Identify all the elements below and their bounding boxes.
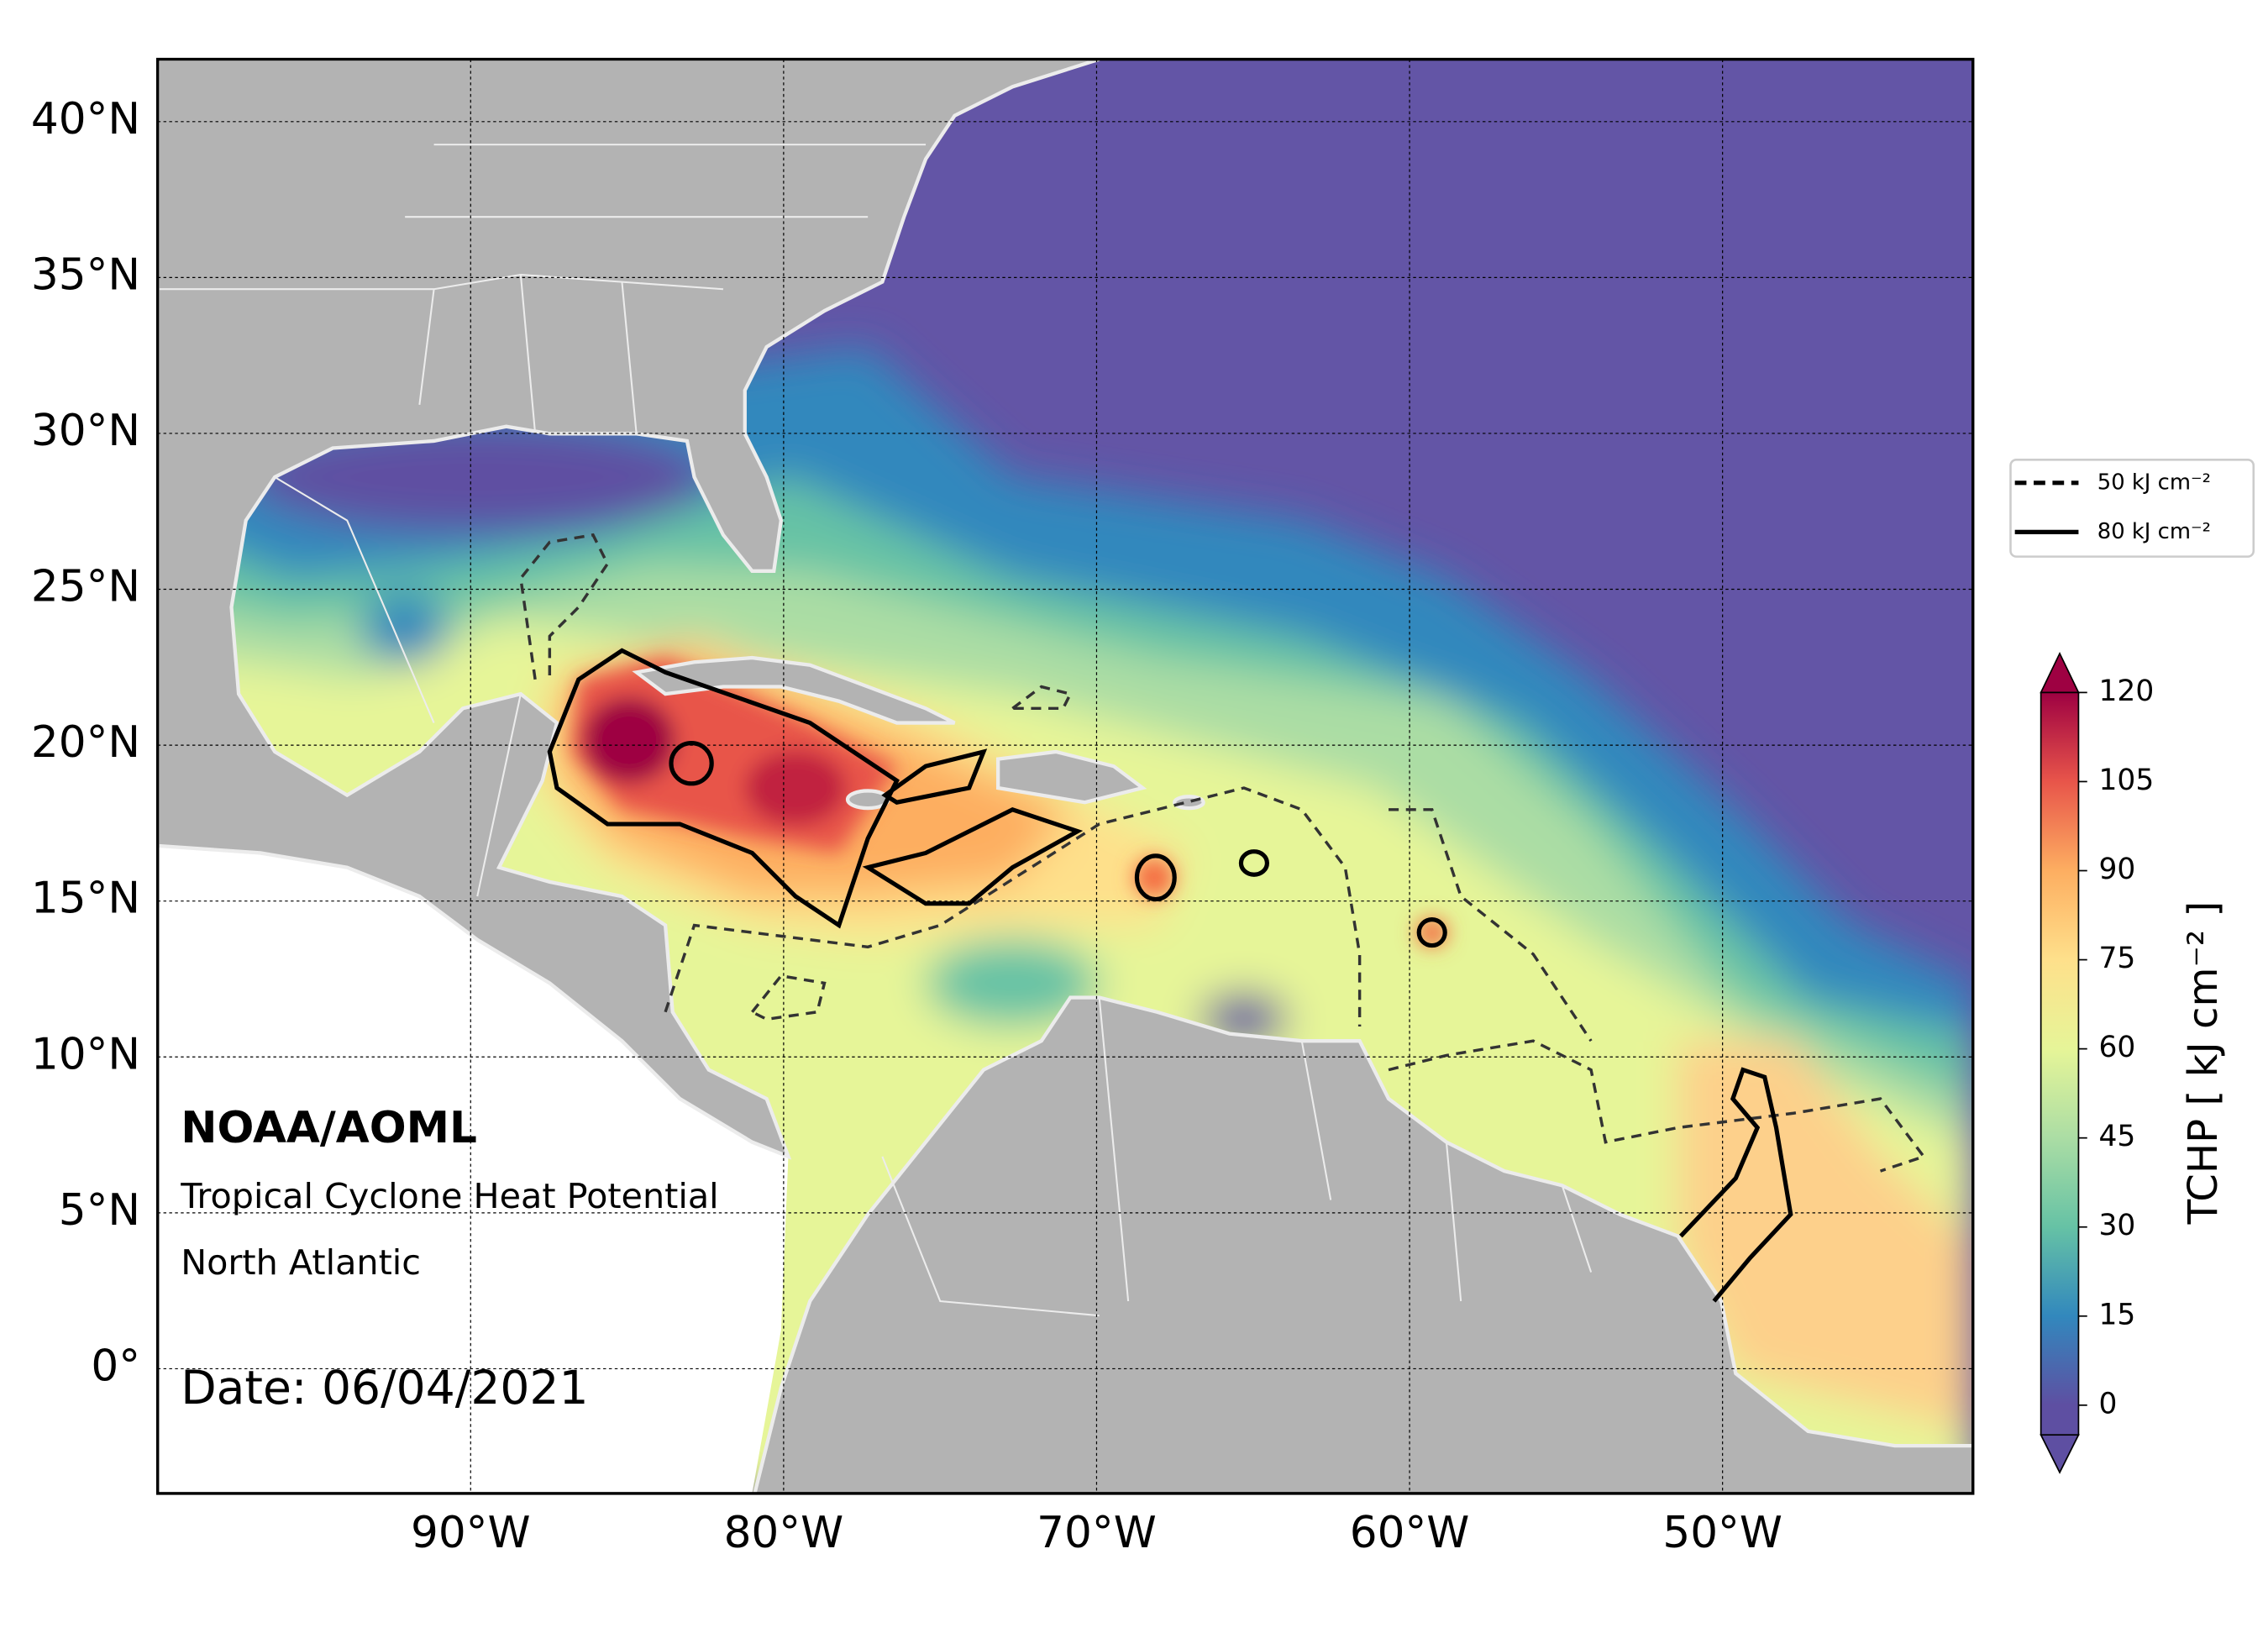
graticule (157, 59, 1973, 1494)
y-tick-label: 35°N (31, 249, 140, 300)
colorbar-tick-label: 15 (2099, 1298, 2136, 1331)
extend-top (2040, 651, 2080, 694)
y-tick-label: 30°N (31, 406, 140, 456)
legend: 50 kJ cm⁻² 80 kJ cm⁻² (2009, 459, 2255, 558)
colorbar-tick-label: 45 (2099, 1120, 2136, 1153)
borders (157, 144, 1593, 1317)
colorbar-tick-label: 90 (2099, 853, 2136, 886)
legend-label: 50 kJ cm⁻² (2097, 470, 2211, 495)
colorbar-tick-label: 75 (2099, 942, 2136, 975)
y-tick-label: 25°N (31, 562, 140, 612)
legend-label: 80 kJ cm⁻² (2097, 519, 2211, 544)
colorbar-body (2040, 691, 2080, 1436)
heat-core (571, 658, 1448, 948)
y-tick-label: 20°N (31, 717, 140, 768)
y-tick-label: 10°N (31, 1029, 140, 1079)
map-body (157, 59, 1973, 1494)
y-tick-label: 5°N (59, 1185, 140, 1236)
product-name: Tropical Cyclone Heat Potential (180, 1176, 718, 1216)
colorbar-tick-label: 30 (2099, 1209, 2136, 1242)
colorbar-tick-label: 0 (2099, 1387, 2118, 1420)
x-tick-label: 70°W (1037, 1508, 1157, 1558)
colorbar-tick-label: 60 (2099, 1031, 2136, 1064)
contour-80 (547, 648, 1793, 1303)
date: Date: 06/04/2021 (181, 1361, 588, 1415)
y-tick-label: 40°N (31, 94, 140, 144)
colorbar-tick-label: 105 (2099, 764, 2155, 797)
axis-ticks: 90°W 80°W 70°W 60°W 50°W 0° 5°N 10°N 15°N 20°N 25°… (31, 94, 1782, 1558)
map-frame (155, 57, 1975, 1495)
y-tick-label: 15°N (31, 874, 140, 924)
land (157, 59, 1973, 1494)
x-tick-label: 50°W (1662, 1508, 1782, 1558)
region-name: North Atlantic (181, 1242, 421, 1283)
x-tick-label: 90°W (411, 1508, 531, 1558)
y-tick-label: 0° (91, 1341, 140, 1391)
pacific (157, 845, 789, 1494)
colorbar-tick-label: 120 (2099, 675, 2155, 708)
colorbar-label: TCHP [ kJ cm⁻² ] (2180, 901, 2227, 1226)
org-title: NOAA/AOML (181, 1103, 477, 1153)
x-tick-label: 80°W (724, 1508, 844, 1558)
extend-bottom (2040, 1434, 2080, 1474)
contour-50 (519, 533, 1926, 1173)
colorbar: 0 15 30 45 60 75 90 105 120 (2040, 651, 2155, 1474)
x-tick-label: 60°W (1350, 1508, 1470, 1558)
